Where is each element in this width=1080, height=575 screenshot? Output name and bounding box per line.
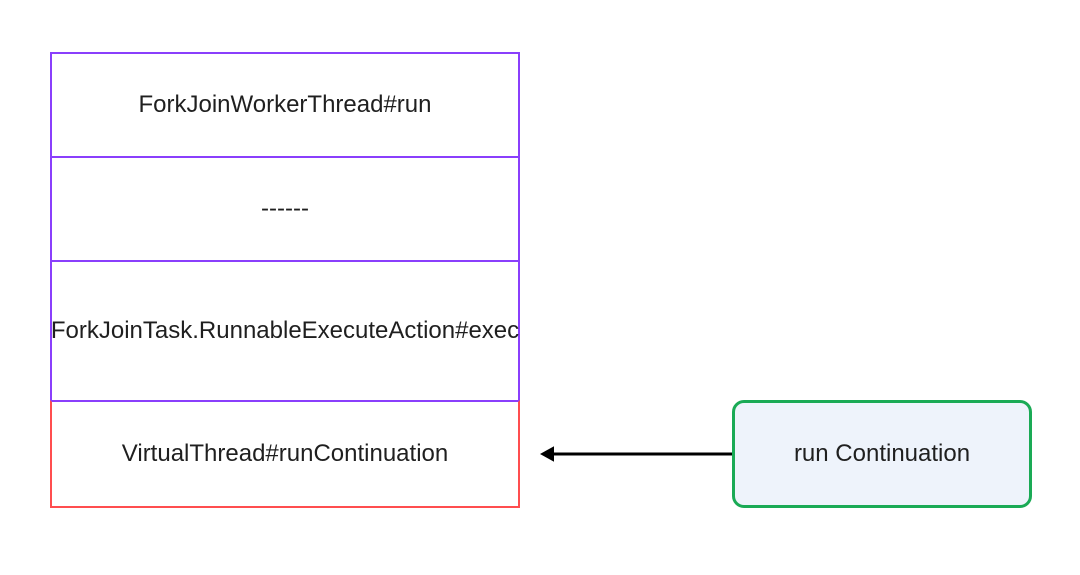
side-box-run-continuation: run Continuation xyxy=(732,400,1032,508)
arrow-run-continuation xyxy=(524,438,734,470)
stack-cell-label: ForkJoinWorkerThread#run xyxy=(138,89,431,121)
stack-cell-1: ------ xyxy=(52,158,518,262)
stack-cell-0: ForkJoinWorkerThread#run xyxy=(52,54,518,158)
stack-cell-label: VirtualThread#runContinuation xyxy=(122,438,448,470)
stack-cell-label: ------ xyxy=(261,193,309,225)
stack-cell-label: ForkJoinTask.RunnableExecuteAction#exec xyxy=(51,315,519,347)
stack-cell-2: ForkJoinTask.RunnableExecuteAction#exec xyxy=(52,262,518,402)
side-box-label: run Continuation xyxy=(794,440,970,468)
call-stack: ForkJoinWorkerThread#run ------ ForkJoinTa… xyxy=(50,52,520,508)
stack-cell-3: VirtualThread#runContinuation xyxy=(50,400,520,508)
